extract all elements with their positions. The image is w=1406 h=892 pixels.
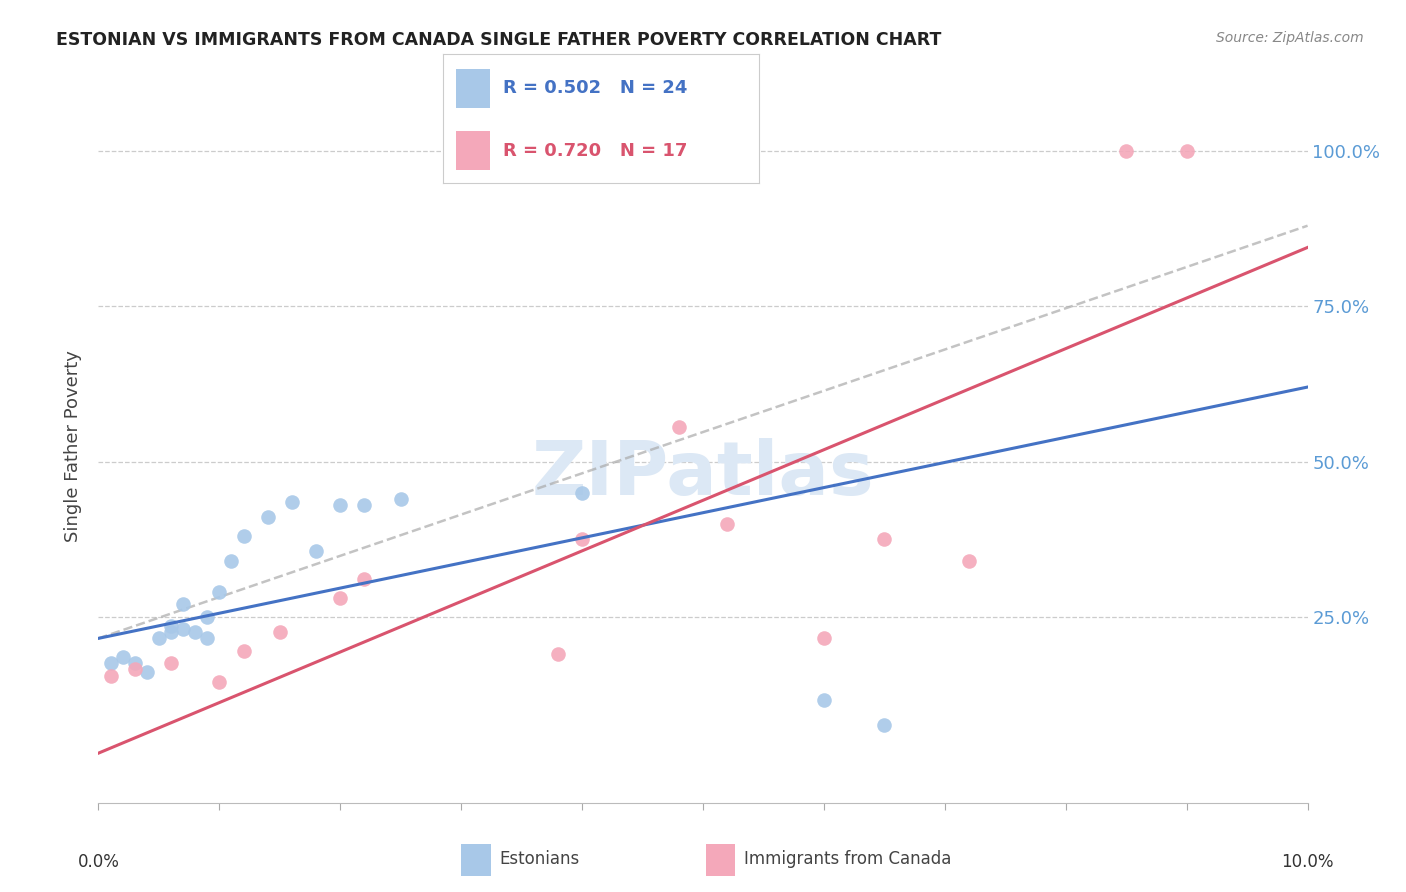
Point: [195, 632, 218, 646]
Point: [232, 529, 254, 543]
Point: [571, 485, 593, 500]
Text: Estonians: Estonians: [499, 849, 579, 868]
Point: [813, 693, 835, 707]
Point: [329, 591, 352, 605]
Point: [124, 656, 146, 670]
Point: [389, 491, 412, 506]
Bar: [456, 69, 491, 108]
Bar: [461, 844, 491, 876]
Point: [547, 647, 569, 661]
Point: [160, 625, 183, 640]
Point: [111, 650, 134, 665]
Point: [195, 609, 218, 624]
Point: [668, 420, 690, 434]
Point: [135, 665, 157, 680]
Point: [305, 544, 328, 558]
Point: [148, 632, 170, 646]
Point: [1115, 145, 1137, 159]
Text: R = 0.720   N = 17: R = 0.720 N = 17: [503, 142, 688, 160]
Point: [281, 495, 304, 509]
Point: [100, 668, 122, 682]
Text: 0.0%: 0.0%: [77, 853, 120, 871]
Point: [957, 554, 980, 568]
Text: ESTONIAN VS IMMIGRANTS FROM CANADA SINGLE FATHER POVERTY CORRELATION CHART: ESTONIAN VS IMMIGRANTS FROM CANADA SINGL…: [56, 31, 942, 49]
Point: [221, 554, 243, 568]
Point: [232, 644, 254, 658]
Point: [160, 619, 183, 633]
Point: [873, 532, 896, 546]
Point: [329, 498, 352, 512]
Text: Source: ZipAtlas.com: Source: ZipAtlas.com: [1216, 31, 1364, 45]
Text: 10.0%: 10.0%: [1281, 853, 1334, 871]
Point: [873, 718, 896, 732]
Text: Immigrants from Canada: Immigrants from Canada: [744, 849, 950, 868]
Point: [184, 625, 207, 640]
Point: [1175, 145, 1198, 159]
Point: [571, 532, 593, 546]
Point: [172, 622, 194, 636]
Point: [100, 656, 122, 670]
Text: ZIPatlas: ZIPatlas: [531, 438, 875, 511]
Point: [172, 597, 194, 611]
Point: [813, 632, 835, 646]
Point: [269, 625, 291, 640]
Point: [208, 674, 231, 689]
Point: [124, 662, 146, 676]
Point: [160, 656, 183, 670]
Point: [353, 498, 375, 512]
Bar: [456, 131, 491, 170]
Point: [256, 510, 278, 524]
Point: [716, 516, 738, 531]
Point: [208, 584, 231, 599]
Point: [353, 573, 375, 587]
Text: R = 0.502   N = 24: R = 0.502 N = 24: [503, 79, 688, 97]
Bar: [706, 844, 735, 876]
Y-axis label: Single Father Poverty: Single Father Poverty: [63, 350, 82, 542]
